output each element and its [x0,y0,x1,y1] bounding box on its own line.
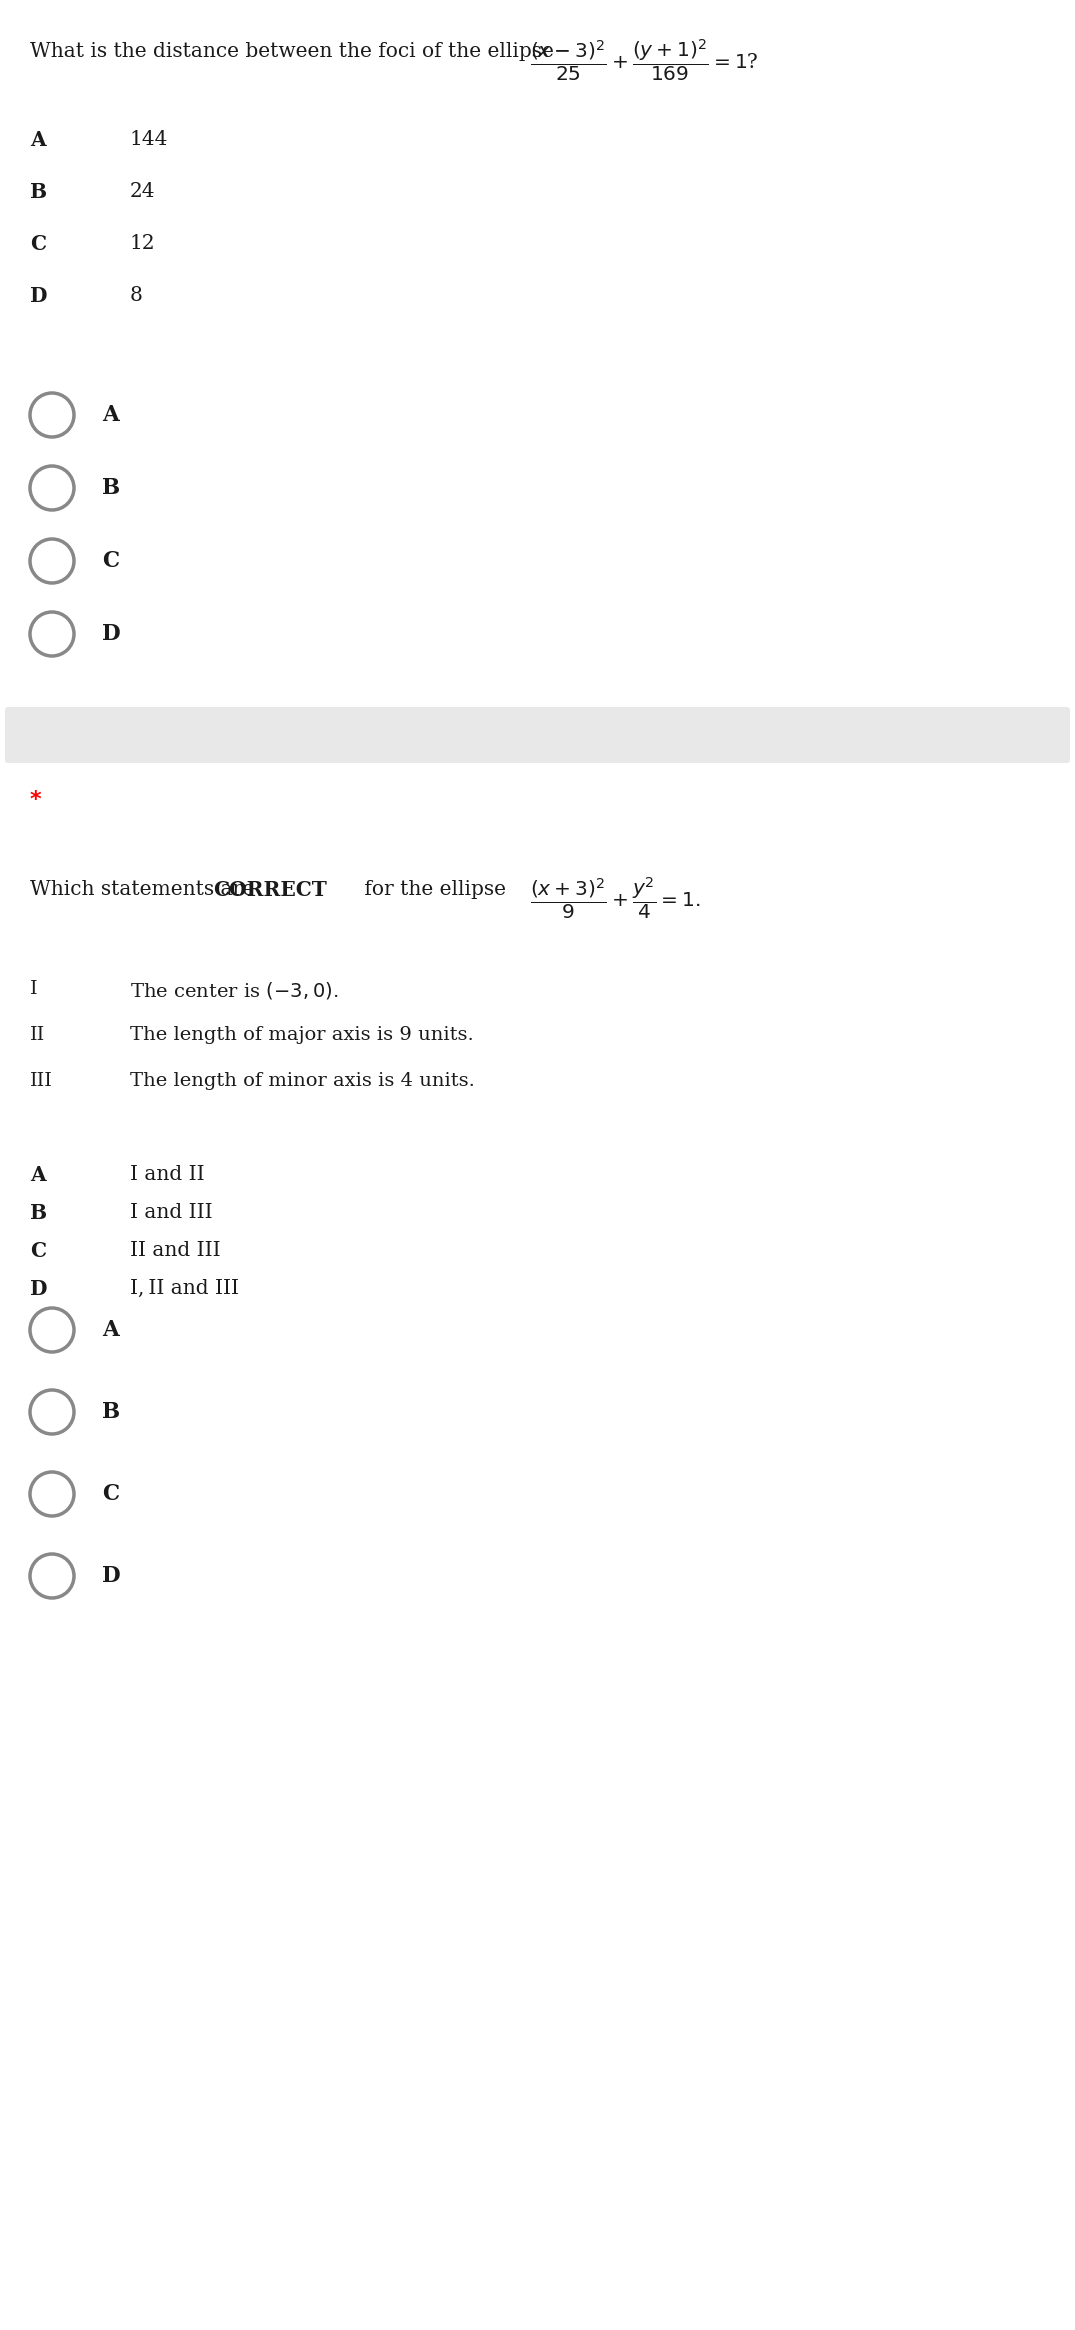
Text: C: C [102,1482,119,1505]
Text: CORRECT: CORRECT [213,881,327,899]
Text: D: D [102,622,120,645]
Text: for the ellipse: for the ellipse [358,881,506,899]
Text: A: A [102,403,118,426]
Text: D: D [30,287,47,305]
Text: B: B [30,1202,47,1223]
Text: II: II [30,1025,45,1044]
Text: 8: 8 [130,287,143,305]
Text: I, II and III: I, II and III [130,1279,239,1298]
Text: $\dfrac{(x-3)^{2}}{25}+\dfrac{(y+1)^{2}}{169}=1$?: $\dfrac{(x-3)^{2}}{25}+\dfrac{(y+1)^{2}}… [530,37,759,84]
Text: A: A [30,130,45,149]
Text: C: C [102,550,119,571]
Text: B: B [102,1400,120,1424]
Text: D: D [102,1566,120,1587]
Text: II and III: II and III [130,1242,220,1261]
Text: I and II: I and II [130,1165,204,1184]
Text: III: III [30,1072,53,1090]
Text: $\dfrac{(x+3)^{2}}{9}+\dfrac{y^{2}}{4}=1.$: $\dfrac{(x+3)^{2}}{9}+\dfrac{y^{2}}{4}=1… [530,876,701,923]
FancyBboxPatch shape [5,706,1070,762]
Text: The length of minor axis is 4 units.: The length of minor axis is 4 units. [130,1072,475,1090]
Text: I and III: I and III [130,1202,213,1221]
Text: The length of major axis is 9 units.: The length of major axis is 9 units. [130,1025,474,1044]
Text: B: B [102,478,120,499]
Text: 12: 12 [130,233,156,254]
Text: Which statements are: Which statements are [30,881,260,899]
Text: 24: 24 [130,182,156,200]
Text: C: C [30,233,46,254]
Text: *: * [30,790,42,811]
Text: 144: 144 [130,130,169,149]
Text: B: B [30,182,47,203]
Text: A: A [30,1165,45,1186]
Text: What is the distance between the foci of the ellipse: What is the distance between the foci of… [30,42,554,61]
Text: A: A [102,1319,118,1342]
Text: I: I [30,981,38,997]
Text: C: C [30,1242,46,1261]
Text: D: D [30,1279,47,1300]
Text: The center is $(-3,0)$.: The center is $(-3,0)$. [130,981,339,1002]
